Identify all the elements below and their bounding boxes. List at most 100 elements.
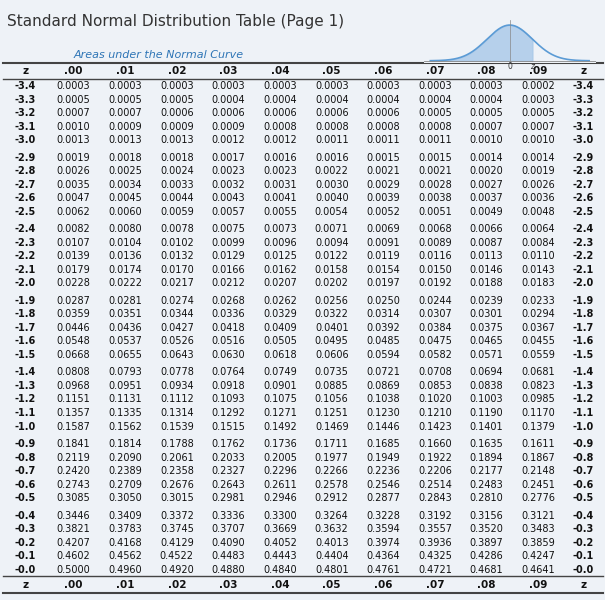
Text: 0.0005: 0.0005 <box>160 95 194 104</box>
Text: -1.7: -1.7 <box>15 323 36 333</box>
Text: 0.1230: 0.1230 <box>367 408 401 418</box>
Text: 0.1020: 0.1020 <box>418 394 452 404</box>
Text: 0.1170: 0.1170 <box>522 408 555 418</box>
Text: -0.8: -0.8 <box>573 452 594 463</box>
Text: -0.5: -0.5 <box>15 493 36 503</box>
Text: 0.0150: 0.0150 <box>418 265 452 275</box>
Text: 0.5000: 0.5000 <box>57 565 91 575</box>
Text: 0.4052: 0.4052 <box>263 538 297 548</box>
Text: 0.0006: 0.0006 <box>160 108 194 118</box>
Text: 0.1131: 0.1131 <box>108 394 142 404</box>
Text: 0.0446: 0.0446 <box>57 323 90 333</box>
Text: 0.3821: 0.3821 <box>57 524 91 534</box>
Text: 0.1660: 0.1660 <box>418 439 452 449</box>
Text: 0.2327: 0.2327 <box>212 466 246 476</box>
Text: 0.0007: 0.0007 <box>522 122 555 132</box>
Text: 0.0708: 0.0708 <box>418 367 452 377</box>
Text: -1.0: -1.0 <box>15 422 36 431</box>
Text: 0.2005: 0.2005 <box>263 452 297 463</box>
Text: .09: .09 <box>529 580 548 590</box>
Text: 0.0336: 0.0336 <box>212 310 245 319</box>
Text: 0.2148: 0.2148 <box>522 466 555 476</box>
Text: 0.1210: 0.1210 <box>418 408 452 418</box>
Text: -2.5: -2.5 <box>15 207 36 217</box>
Text: 0.0071: 0.0071 <box>315 224 348 234</box>
Text: 0.1841: 0.1841 <box>57 439 90 449</box>
Text: -0.2: -0.2 <box>573 538 594 548</box>
Text: .03: .03 <box>219 580 238 590</box>
Text: 0.4443: 0.4443 <box>263 551 297 561</box>
Text: 0.2514: 0.2514 <box>418 479 452 490</box>
Text: 0.0129: 0.0129 <box>212 251 246 262</box>
Text: 0.0003: 0.0003 <box>522 95 555 104</box>
Text: -3.2: -3.2 <box>15 108 36 118</box>
Text: 0.0036: 0.0036 <box>522 193 555 203</box>
Text: 0.4013: 0.4013 <box>315 538 348 548</box>
Text: -0.3: -0.3 <box>15 524 36 534</box>
Text: -2.3: -2.3 <box>573 238 594 248</box>
Text: Standard Normal Distribution Table (Page 1): Standard Normal Distribution Table (Page… <box>7 14 344 29</box>
Text: 0.0007: 0.0007 <box>108 108 142 118</box>
Text: 0.0011: 0.0011 <box>367 135 400 145</box>
Text: .06: .06 <box>374 580 393 590</box>
Text: 0.0009: 0.0009 <box>160 122 194 132</box>
Text: -2.6: -2.6 <box>15 193 36 203</box>
Text: 0.3520: 0.3520 <box>469 524 503 534</box>
Text: -1.7: -1.7 <box>573 323 594 333</box>
Text: 0.0025: 0.0025 <box>108 166 142 176</box>
Text: 0.0823: 0.0823 <box>522 381 555 391</box>
Text: 0.4960: 0.4960 <box>108 565 142 575</box>
Text: 0.0010: 0.0010 <box>469 135 503 145</box>
Text: 0.0080: 0.0080 <box>108 224 142 234</box>
Text: 0.0526: 0.0526 <box>160 337 194 346</box>
Text: 0.0162: 0.0162 <box>263 265 297 275</box>
Text: 0.0869: 0.0869 <box>367 381 400 391</box>
Text: -0.8: -0.8 <box>15 452 36 463</box>
Text: .00: .00 <box>64 580 83 590</box>
Text: 0.0901: 0.0901 <box>263 381 297 391</box>
Text: 0.4840: 0.4840 <box>263 565 297 575</box>
Text: 0.4207: 0.4207 <box>57 538 91 548</box>
Text: 0.1446: 0.1446 <box>367 422 400 431</box>
Text: 0.0022: 0.0022 <box>315 166 348 176</box>
Text: -0.9: -0.9 <box>15 439 36 449</box>
Text: 0.0329: 0.0329 <box>263 310 297 319</box>
Text: -2.9: -2.9 <box>573 153 594 163</box>
Text: 0.1894: 0.1894 <box>469 452 503 463</box>
Text: 0.4602: 0.4602 <box>57 551 91 561</box>
Text: 0.1003: 0.1003 <box>469 394 503 404</box>
Text: 0.4483: 0.4483 <box>212 551 245 561</box>
Text: 0.4641: 0.4641 <box>522 565 555 575</box>
Text: 0.0183: 0.0183 <box>522 278 555 289</box>
Text: 0.0005: 0.0005 <box>108 95 142 104</box>
Text: 0.0136: 0.0136 <box>108 251 142 262</box>
Text: 0.0951: 0.0951 <box>108 381 142 391</box>
Text: 0.0764: 0.0764 <box>212 367 246 377</box>
Text: -2.2: -2.2 <box>15 251 36 262</box>
Text: 0.0006: 0.0006 <box>212 108 245 118</box>
Text: 0.0630: 0.0630 <box>212 350 245 360</box>
Text: 0.2843: 0.2843 <box>418 493 452 503</box>
Text: 0.0055: 0.0055 <box>263 207 297 217</box>
Text: 0.3156: 0.3156 <box>469 511 503 521</box>
Text: 0.3859: 0.3859 <box>522 538 555 548</box>
Text: -0.1: -0.1 <box>573 551 594 561</box>
Text: 0.0643: 0.0643 <box>160 350 194 360</box>
Text: 0.0049: 0.0049 <box>469 207 503 217</box>
Text: 0.0003: 0.0003 <box>108 81 142 91</box>
Text: -2.1: -2.1 <box>573 265 594 275</box>
Text: 0.0073: 0.0073 <box>263 224 297 234</box>
Text: 0.0003: 0.0003 <box>57 81 90 91</box>
Text: 0.1977: 0.1977 <box>315 452 348 463</box>
Text: -0.5: -0.5 <box>573 493 594 503</box>
Text: -2.8: -2.8 <box>573 166 594 176</box>
Text: 0.0139: 0.0139 <box>57 251 90 262</box>
Text: -1.5: -1.5 <box>573 350 594 360</box>
Text: 0.0143: 0.0143 <box>522 265 555 275</box>
Text: -0.0: -0.0 <box>573 565 594 575</box>
Text: 0.1469: 0.1469 <box>315 422 348 431</box>
Text: -1.3: -1.3 <box>15 381 36 391</box>
Text: 0.4247: 0.4247 <box>522 551 555 561</box>
Text: 0.4090: 0.4090 <box>212 538 245 548</box>
Text: -3.1: -3.1 <box>573 122 594 132</box>
